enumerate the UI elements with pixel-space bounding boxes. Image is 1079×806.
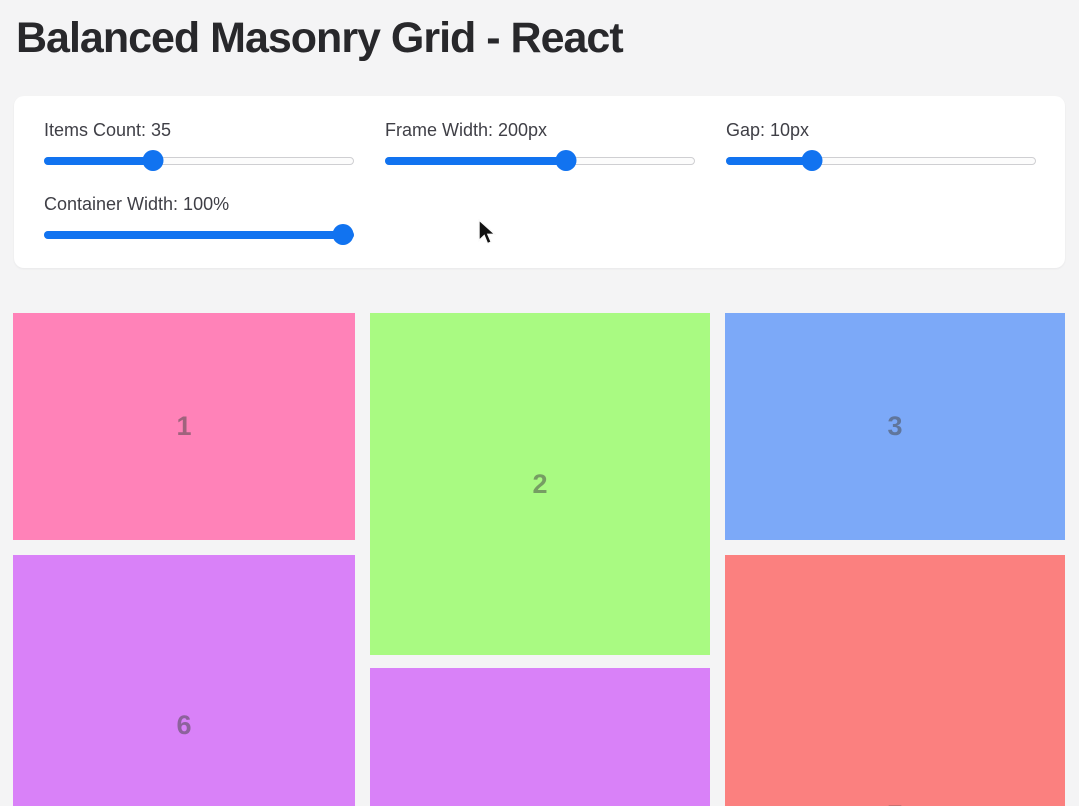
slider-fill	[726, 157, 807, 165]
controls-panel: Items Count: 35 Frame Width: 200px Gap: …	[14, 96, 1065, 268]
container-width-label: Container Width: 100%	[44, 194, 230, 214]
items-count-slider[interactable]	[44, 150, 354, 171]
grid-item-number: 1	[176, 411, 192, 441]
items-count-label: Items Count: 35	[44, 120, 172, 140]
grid-item-2: 2	[370, 313, 710, 655]
container-width-slider[interactable]	[44, 224, 354, 245]
frame-width-label: Frame Width: 200px	[385, 120, 548, 140]
slider-thumb[interactable]	[801, 150, 823, 171]
grid-item-partial-middle: 4	[370, 668, 710, 806]
gap-control: Gap: 10px	[726, 120, 1036, 171]
grid-item-number: 3	[887, 411, 903, 441]
controls-grid: Items Count: 35 Frame Width: 200px Gap: …	[44, 120, 1036, 245]
container-width-control: Container Width: 100%	[44, 194, 354, 245]
slider-fill	[44, 157, 150, 165]
grid-item-6: 6	[13, 555, 355, 806]
slider-fill	[385, 157, 568, 165]
grid-item-number: 7	[887, 800, 902, 806]
slider-thumb[interactable]	[142, 150, 164, 171]
slider-fill	[44, 231, 354, 239]
grid-item-partial-right: 7	[725, 555, 1065, 806]
grid-item-3: 3	[725, 313, 1065, 540]
frame-width-slider[interactable]	[385, 150, 695, 171]
grid-item-number: 6	[176, 709, 192, 740]
frame-width-control: Frame Width: 200px	[385, 120, 695, 171]
gap-slider[interactable]	[726, 150, 1036, 171]
page-title: Balanced Masonry Grid - React	[16, 14, 624, 62]
slider-thumb[interactable]	[332, 224, 354, 245]
items-count-control: Items Count: 35	[44, 120, 354, 171]
slider-thumb[interactable]	[555, 150, 577, 171]
grid-item-1: 1	[13, 313, 355, 540]
grid-item-number: 2	[532, 468, 548, 499]
gap-label: Gap: 10px	[726, 120, 810, 140]
